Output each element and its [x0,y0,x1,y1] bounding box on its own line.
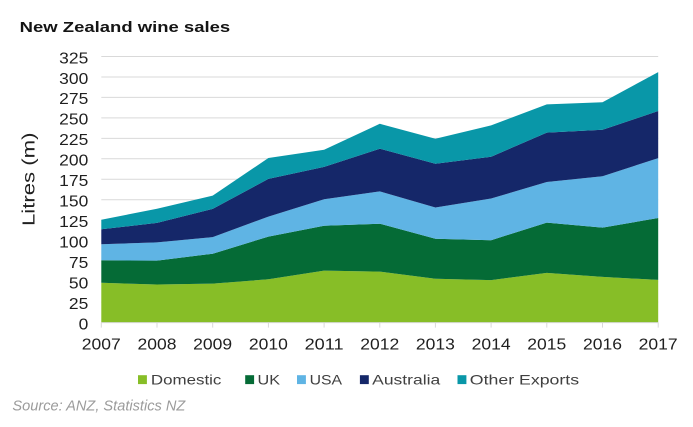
svg-text:300: 300 [59,71,88,88]
svg-text:Source: ANZ, Statistics NZ: Source: ANZ, Statistics NZ [12,398,186,415]
svg-text:2012: 2012 [360,337,399,354]
svg-text:2013: 2013 [416,337,455,354]
svg-text:UK: UK [258,372,281,388]
svg-text:50: 50 [69,276,89,293]
svg-text:150: 150 [59,194,88,211]
svg-text:25: 25 [69,296,89,313]
svg-text:2017: 2017 [639,337,678,354]
svg-text:2011: 2011 [305,337,344,354]
svg-text:2016: 2016 [583,337,622,354]
svg-text:Australia: Australia [372,372,440,388]
svg-text:2010: 2010 [249,337,288,354]
svg-text:275: 275 [59,91,88,108]
svg-text:100: 100 [59,235,88,252]
svg-text:2015: 2015 [527,337,566,354]
svg-text:2007: 2007 [82,337,121,354]
svg-text:0: 0 [79,316,89,333]
svg-text:2014: 2014 [472,337,511,354]
svg-text:325: 325 [59,50,88,67]
svg-text:Other Exports: Other Exports [470,372,579,388]
svg-text:75: 75 [69,255,89,272]
svg-text:2008: 2008 [138,337,177,354]
svg-text:125: 125 [59,214,88,231]
svg-text:Domestic: Domestic [151,372,222,388]
svg-text:200: 200 [59,153,88,170]
svg-text:225: 225 [59,132,88,149]
svg-text:USA: USA [310,372,343,388]
svg-text:New Zealand wine sales: New Zealand wine sales [20,20,231,36]
svg-text:2009: 2009 [193,337,232,354]
svg-text:Litres (m): Litres (m) [18,133,38,227]
svg-text:250: 250 [59,112,88,129]
svg-text:175: 175 [59,173,88,190]
